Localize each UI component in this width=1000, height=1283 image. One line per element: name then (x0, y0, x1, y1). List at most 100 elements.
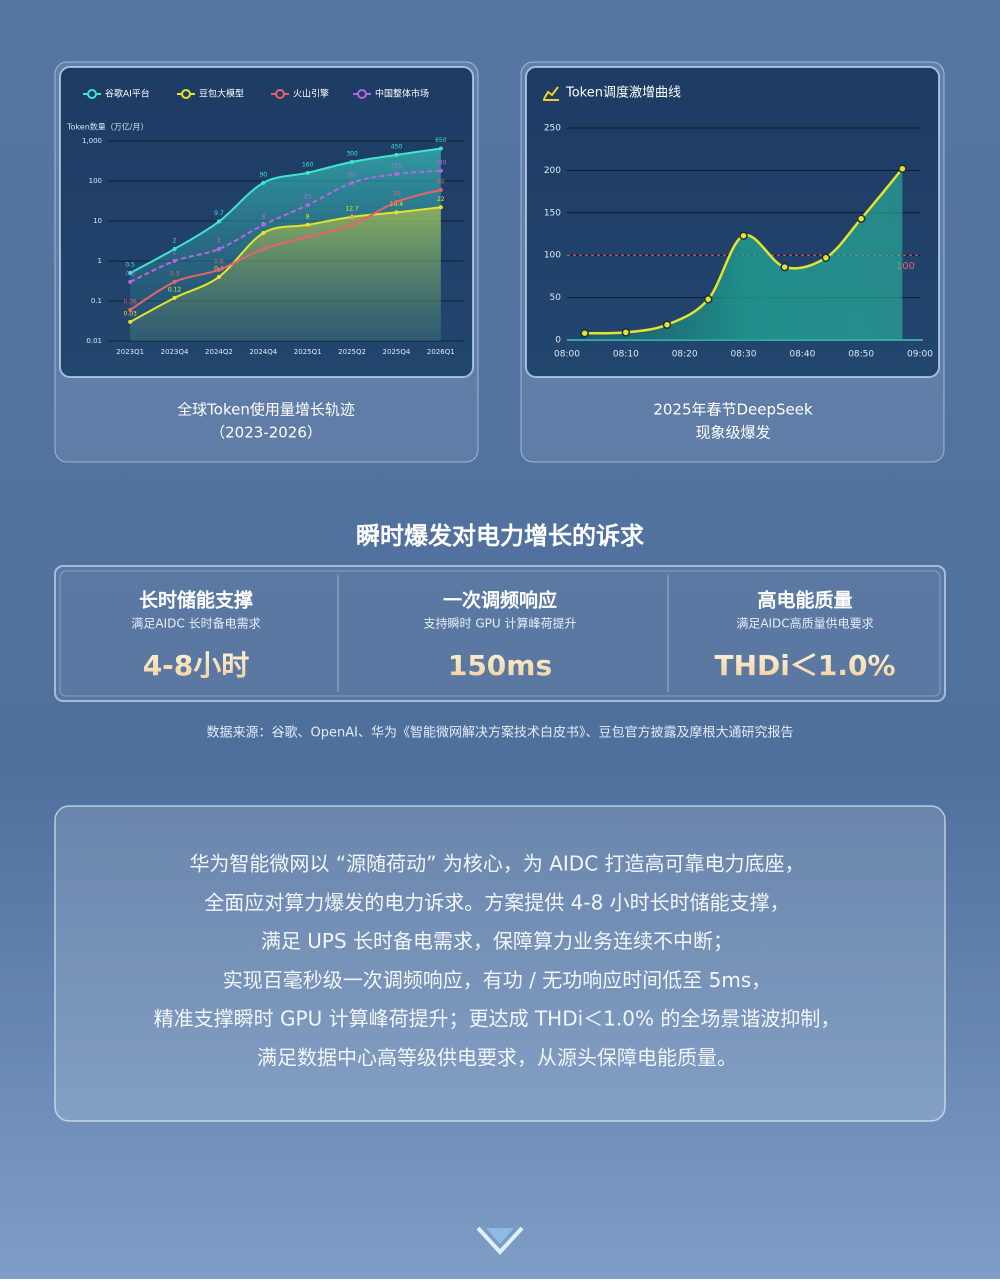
point (216, 219, 221, 224)
data-label: 12.7 (345, 205, 359, 212)
point (438, 146, 443, 151)
data-label: 2 (217, 237, 221, 244)
y-tick-label: 10 (93, 217, 102, 225)
data-label: 0.03 (124, 310, 138, 317)
data-label: 16.4 (390, 201, 404, 208)
paragraph-line: 全面应对算力爆发的电力诉求。方案提供 4-8 小时长时储能支撑， (204, 890, 789, 914)
x-tick-label: 08:50 (848, 350, 874, 360)
line (129, 188, 442, 311)
data-label: 8 (306, 213, 310, 220)
y-tick-label: 200 (544, 166, 561, 176)
point (821, 253, 831, 262)
data-label: 300 (346, 150, 358, 157)
point (394, 171, 399, 176)
x-tick-label: 08:20 (672, 350, 698, 360)
data-label: 22 (437, 196, 445, 203)
point (394, 210, 399, 215)
data-label: 8 (350, 213, 354, 220)
line (129, 169, 441, 283)
x-tick-label: 2025Q1 (294, 348, 322, 356)
x-tick-label: 08:10 (613, 350, 639, 360)
down-arrow (486, 1228, 514, 1244)
point (128, 271, 133, 276)
legend-label: 火山引擎 (293, 88, 329, 100)
x-tick-label: 2023Q4 (161, 348, 189, 356)
point (128, 307, 133, 312)
data-label: 0.3 (170, 270, 180, 277)
point (662, 320, 672, 329)
section-title: 瞬时爆发对电力增长的诉求 (356, 522, 644, 550)
data-label: 0.6 (214, 258, 224, 265)
card-value: 4-8小时 (143, 649, 250, 682)
data-label: 1 (173, 250, 177, 257)
paragraph-line: 满足数据中心高等级供电要求，从源头保障电能质量。 (257, 1046, 737, 1070)
data-label: 0.3 (125, 270, 135, 277)
line (129, 206, 441, 323)
threshold-label: 100 (896, 261, 915, 272)
point (216, 274, 221, 279)
y-tick-label: 0.01 (86, 337, 102, 345)
point (438, 168, 443, 173)
point (350, 222, 355, 227)
x-tick-label: 09:00 (907, 350, 933, 360)
data-label: 0.5 (125, 262, 135, 269)
down-arrow (476, 1226, 524, 1255)
x-tick-label: 2026Q1 (427, 348, 455, 356)
legend-label: 豆包大模型 (199, 88, 244, 100)
point (128, 279, 133, 284)
text-box (54, 805, 946, 1122)
cards-frame (54, 565, 946, 702)
x-tick-label: 2024Q4 (249, 348, 277, 356)
point (780, 262, 789, 272)
data-label: 450 (391, 143, 403, 150)
point (216, 246, 221, 251)
data-label: 90 (348, 171, 356, 178)
point (172, 295, 177, 300)
point (394, 199, 399, 204)
cards-inner (59, 570, 941, 697)
point (261, 222, 266, 227)
legend-label: 谷歌AI平台 (105, 88, 150, 100)
data-label: 90 (259, 171, 267, 178)
x-tick-label: 2025Q4 (383, 348, 411, 356)
x-tick-label: 08:30 (731, 350, 757, 360)
chart-caption: 现象级爆发 (695, 424, 770, 442)
point (261, 180, 266, 185)
y-tick-label: 250 (544, 124, 561, 134)
y-tick-label: 100 (544, 251, 561, 261)
y-tick-label: 100 (89, 177, 102, 185)
point (739, 231, 748, 240)
data-label: 9.7 (214, 210, 224, 217)
area (584, 168, 903, 340)
point (438, 205, 443, 210)
data-label: 8 (261, 213, 265, 220)
card-value: THDi＜1.0% (714, 649, 895, 682)
point (172, 259, 177, 263)
x-tick-label: 2025Q2 (338, 348, 366, 356)
chart-caption: 2025年春节DeepSeek (653, 401, 813, 419)
x-tick-label: 08:40 (789, 350, 815, 360)
data-label: 0.12 (168, 286, 182, 293)
card-subtitle: 满足AIDC高质量供电要求 (736, 616, 873, 631)
point (394, 152, 399, 157)
data-label: 2 (173, 237, 177, 244)
y-tick-label: 0.1 (91, 297, 102, 305)
point (305, 234, 310, 239)
data-label: 150 (391, 162, 403, 169)
point (856, 214, 866, 223)
chart-subtitle: （2023-2026） (210, 424, 322, 442)
point (172, 279, 177, 284)
y-tick-label: 1 (98, 257, 102, 265)
paragraph-line: 满足 UPS 长时备电需求，保障算力业务连续不中断； (261, 929, 733, 953)
data-label: 25 (304, 194, 312, 201)
data-label: 4 (306, 225, 310, 232)
point (898, 164, 907, 173)
legend-label: 中国整体市场 (375, 88, 429, 100)
data-label: 650 (435, 137, 447, 144)
point (350, 159, 355, 164)
card-title: 高电能质量 (757, 589, 852, 612)
data-label: 2 (261, 237, 265, 244)
x-tick-label: 2023Q1 (116, 348, 144, 356)
paragraph-line: 精准支撑瞬时 GPU 计算峰荷提升；更达成 THDi＜1.0% 的全场景谐波抑制… (154, 1007, 841, 1031)
